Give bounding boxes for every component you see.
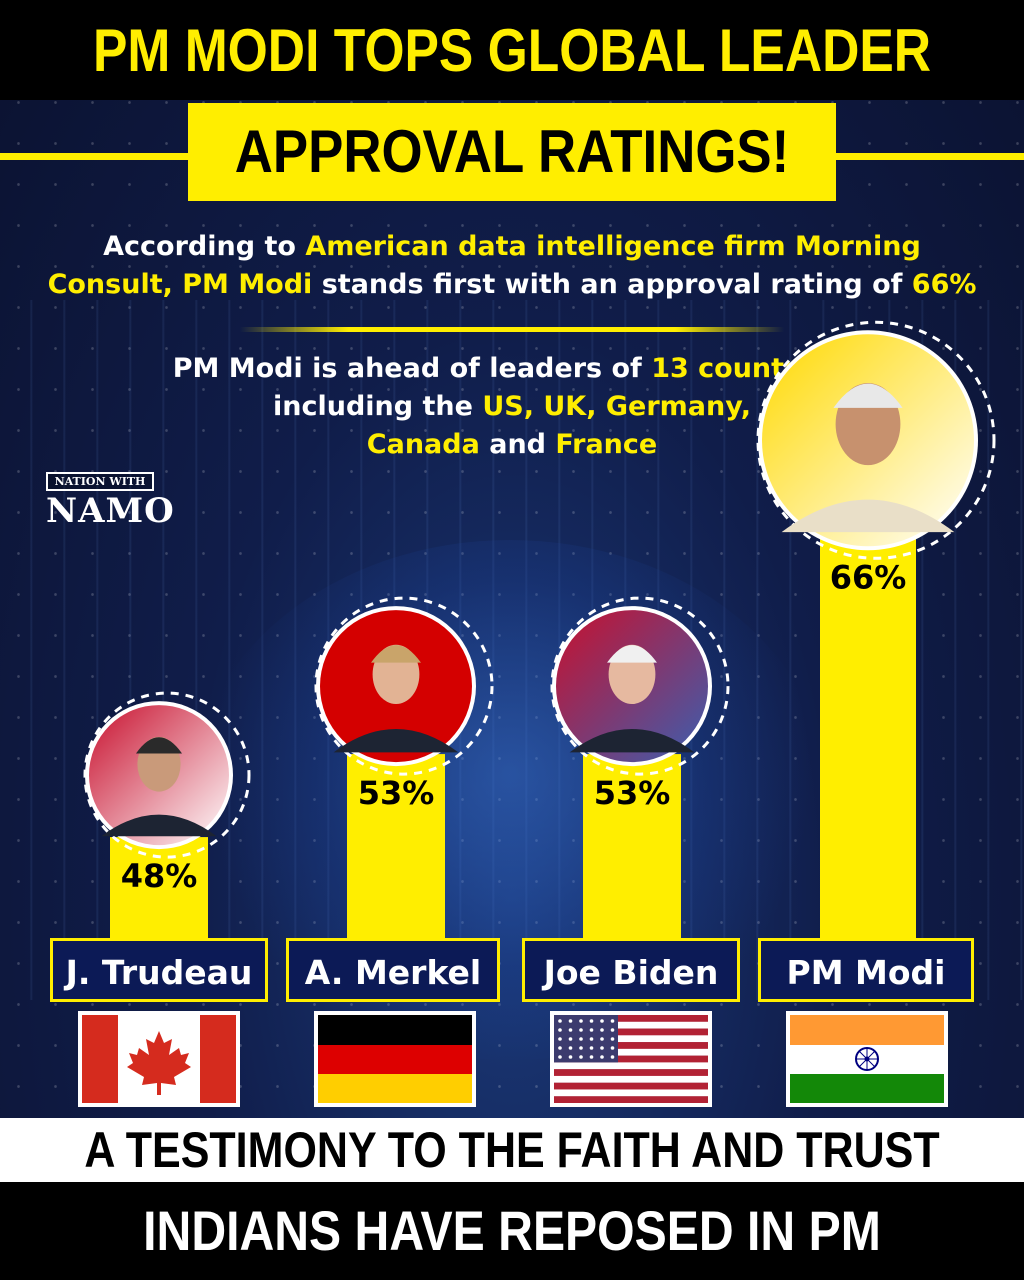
intro-text: According to xyxy=(103,231,306,262)
intro-paragraph: According to American data intelligence … xyxy=(20,228,1004,304)
ahead-highlight: US, UK, Germany, xyxy=(482,391,751,422)
germany-flag xyxy=(314,1011,476,1107)
leader-name-trudeau: J. Trudeau xyxy=(50,938,268,1002)
header-band xyxy=(0,0,1024,100)
intro-divider xyxy=(240,327,784,332)
footer-line2: INDIANS HAVE REPOSED IN PM MODI! xyxy=(143,1199,881,1262)
leader-name-biden: Joe Biden xyxy=(522,938,740,1002)
value-label-modi: 66% xyxy=(830,558,907,596)
portrait-modi xyxy=(756,320,996,560)
approval-bar-chart: 48% 53% 53% 66% xyxy=(83,320,996,940)
headline-line2: APPROVAL RATINGS! xyxy=(234,118,790,185)
value-label-biden: 53% xyxy=(594,774,671,812)
footer-line1: A TESTIMONY TO THE FAITH AND TRUST THAT xyxy=(84,1122,940,1242)
intro-text: stands first with an approval rating of xyxy=(312,269,912,300)
bar-merkel xyxy=(347,754,445,940)
ahead-text: PM Modi is ahead of leaders of xyxy=(172,353,652,384)
intro-highlight: 66% xyxy=(911,269,977,300)
headline-line1: PM MODI TOPS GLOBAL LEADER xyxy=(92,17,932,84)
value-label-trudeau: 48% xyxy=(121,857,198,895)
leader-name-merkel: A. Merkel xyxy=(286,938,500,1002)
intro-highlight: Consult, PM Modi xyxy=(47,269,313,300)
intro-highlight: American data intelligence firm Morning xyxy=(305,231,921,262)
header-rule-left xyxy=(0,153,188,160)
bar-modi xyxy=(820,538,916,940)
footer-band-black xyxy=(0,1182,1024,1280)
logo-top-text: NATION WITH xyxy=(46,472,154,491)
portrait-biden xyxy=(550,596,730,776)
portrait-merkel xyxy=(314,596,494,776)
ahead-text: and xyxy=(479,429,556,460)
ahead-text: including the xyxy=(273,391,483,422)
nation-with-namo-logo: NATION WITH NAMO xyxy=(46,472,175,534)
portrait-trudeau xyxy=(83,691,251,859)
ahead-highlight: Canada xyxy=(366,429,480,460)
usa-flag xyxy=(550,1011,712,1107)
bar-biden xyxy=(583,754,681,940)
canada-flag xyxy=(78,1011,240,1107)
footer-band-white xyxy=(0,1118,1024,1182)
bar-trudeau xyxy=(110,837,208,940)
headline-box xyxy=(188,103,836,201)
india-flag xyxy=(786,1011,948,1107)
value-label-merkel: 53% xyxy=(358,774,435,812)
logo-main-text: NAMO xyxy=(46,491,175,531)
ahead-highlight: France xyxy=(555,429,658,460)
ahead-paragraph: PM Modi is ahead of leaders of 13 countr… xyxy=(20,350,1004,464)
leader-name-modi: PM Modi xyxy=(758,938,974,1002)
header-rule-right xyxy=(836,153,1024,160)
